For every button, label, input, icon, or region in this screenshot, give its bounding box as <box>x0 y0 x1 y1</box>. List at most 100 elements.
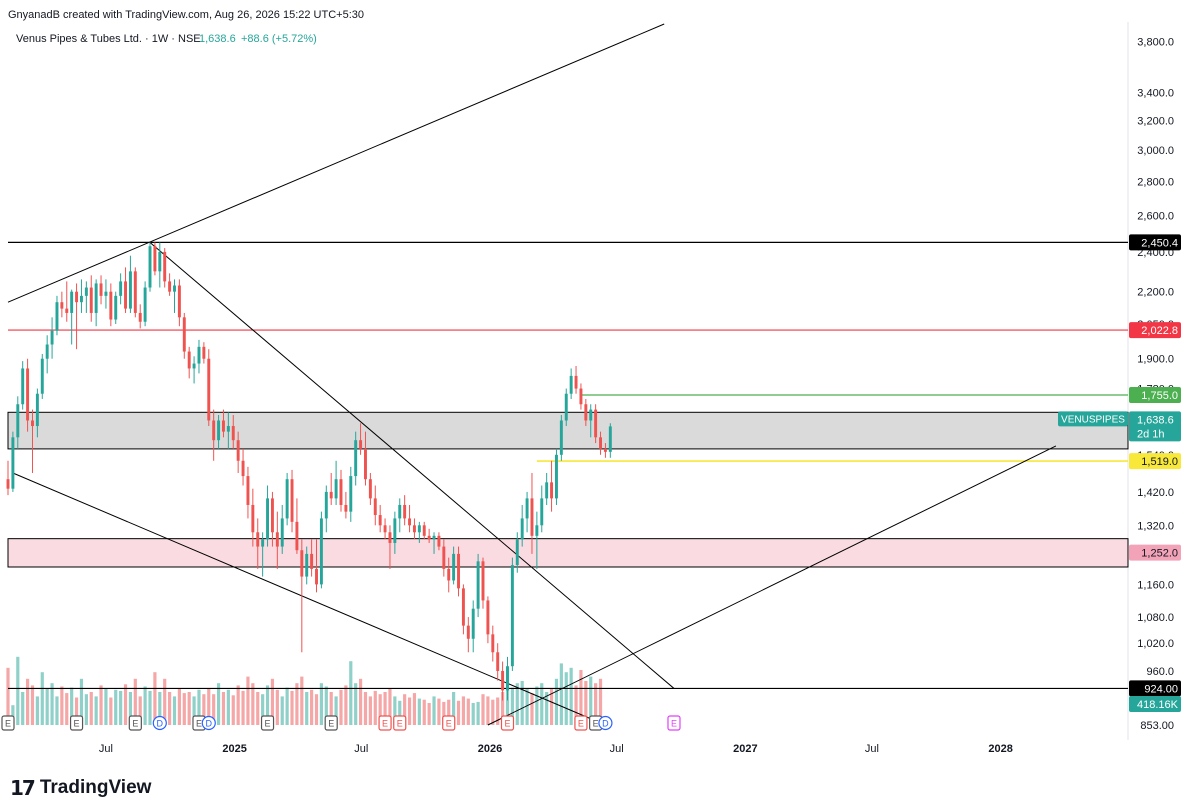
candle-body <box>119 281 123 296</box>
price-tag-bg <box>1129 411 1181 442</box>
symbol-tag-bg <box>1058 411 1128 427</box>
earnings-letter: E <box>504 719 510 729</box>
candle-body <box>143 287 147 322</box>
price-tick-label: 1,320.0 <box>1137 520 1174 532</box>
volume-bar <box>574 685 578 725</box>
time-axis[interactable]: Jul 2025 Jul 2026 Jul 2027 Jul 2028 <box>99 743 1013 755</box>
candle <box>187 346 191 379</box>
earnings-marker: E <box>667 715 681 731</box>
candle <box>300 539 304 653</box>
volume-bar <box>172 696 177 725</box>
volume-bar <box>133 678 137 725</box>
candle <box>207 349 211 427</box>
candle-body <box>530 498 534 536</box>
candle-body <box>476 561 480 609</box>
level-tag-yellow-bg <box>1129 453 1181 470</box>
volume-bar <box>535 686 539 725</box>
candle <box>270 491 274 547</box>
candle <box>241 448 245 486</box>
volume-bar <box>261 694 265 725</box>
candle <box>133 267 137 318</box>
candle-body <box>349 476 353 512</box>
candle <box>226 412 230 449</box>
price-tick-label: 1,900.0 <box>1137 354 1174 366</box>
candle <box>319 511 323 589</box>
candle <box>138 304 142 329</box>
candle <box>45 335 49 374</box>
volume-bar <box>207 688 211 725</box>
candle-body <box>388 532 392 543</box>
level-tag-green-label: 1,755.0 <box>1141 390 1178 402</box>
volume-bar <box>197 689 201 725</box>
candle-body <box>550 482 554 499</box>
candle-body <box>525 498 529 519</box>
candle <box>280 504 284 554</box>
volume-bar <box>358 678 363 725</box>
candle-body <box>315 568 318 585</box>
level-tag-black-bg <box>1129 680 1181 697</box>
volume-bar <box>491 699 495 725</box>
last-price: 1,638.6 <box>199 33 236 45</box>
candle <box>368 472 372 505</box>
candle-body <box>437 535 441 547</box>
volume-bar <box>417 698 421 725</box>
volume-bar <box>50 683 54 725</box>
volume-bar <box>236 685 240 725</box>
candle <box>26 358 30 432</box>
volume-bar <box>383 692 387 725</box>
candle <box>251 488 255 547</box>
volume-bar <box>559 663 563 725</box>
candle-body <box>26 368 30 421</box>
candle <box>177 279 181 327</box>
candle <box>16 396 20 449</box>
volume-bar <box>579 670 583 725</box>
earnings-icon <box>500 715 515 731</box>
candle <box>11 431 15 492</box>
candle <box>35 388 39 438</box>
volume-tag-label: 418.16K <box>1137 699 1179 711</box>
volume-bar <box>486 696 490 725</box>
candle <box>550 460 554 512</box>
candle <box>574 366 578 394</box>
volume-bar <box>265 685 270 725</box>
candle-body <box>270 498 274 533</box>
volume-bar <box>314 694 319 725</box>
candle <box>579 383 583 410</box>
candle-body <box>608 426 612 452</box>
candle-body <box>261 539 265 547</box>
volume-bar <box>422 699 426 725</box>
candle <box>305 546 309 585</box>
price-tick-label: 2,200.0 <box>1137 287 1174 299</box>
level-tag-red: 2,022.8 <box>1129 322 1181 339</box>
candle-body <box>40 358 44 394</box>
candle-body <box>486 600 490 635</box>
candle <box>471 600 475 653</box>
symbol-title: Venus Pipes & Tubes Ltd. · 1W · NSE <box>16 33 201 45</box>
candle <box>403 495 407 526</box>
candle-body <box>515 539 519 566</box>
candle-body <box>197 346 201 364</box>
volume-bar <box>447 699 451 725</box>
volume-bar <box>319 683 323 725</box>
earnings-letter: E <box>74 719 80 729</box>
level-tag-yellow: 1,519.0 <box>1129 453 1181 470</box>
volume-bar <box>84 694 88 725</box>
tradingview-logo[interactable]: 17 TradingView <box>10 776 151 800</box>
volume-bar <box>70 687 74 725</box>
volume-bar <box>432 696 436 725</box>
candle <box>324 485 328 533</box>
zones-layer <box>7 411 1129 568</box>
price-axis[interactable]: 3,800.0 3,400.0 3,200.0 3,000.0 2,800.0 2,600… <box>1137 37 1174 732</box>
volume-bar <box>540 683 544 725</box>
volume-bar <box>25 678 30 725</box>
candle <box>153 242 157 276</box>
earnings-marker: E <box>393 715 407 731</box>
volume-bar <box>407 697 412 725</box>
volume-bar <box>109 697 113 725</box>
earnings-marker: E <box>128 715 142 731</box>
candle-body <box>79 295 83 303</box>
candle <box>128 255 132 313</box>
candle-body <box>368 479 372 499</box>
candle-body <box>319 518 323 585</box>
